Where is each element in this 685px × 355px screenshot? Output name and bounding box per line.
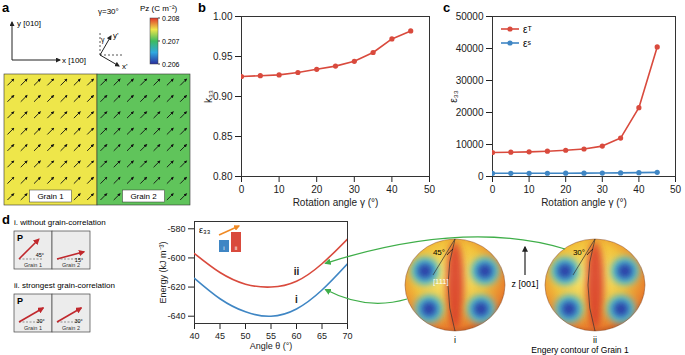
svg-text:Grain 1: Grain 1 <box>37 192 64 201</box>
svg-text:55: 55 <box>266 331 276 341</box>
svg-text:1.00: 1.00 <box>213 11 233 22</box>
html-text:b: b <box>198 0 206 15</box>
svg-text:ii: ii <box>294 266 300 277</box>
html-text:d: d <box>2 212 10 227</box>
svg-text:30°: 30° <box>36 318 44 324</box>
html-text:εᵀ: εᵀ <box>523 23 532 35</box>
svg-text:60: 60 <box>291 331 301 341</box>
svg-text:50: 50 <box>424 184 436 195</box>
svg-text:Grain 2: Grain 2 <box>62 325 80 331</box>
svg-text:10: 10 <box>524 184 536 195</box>
svg-text:-580: -580 <box>167 224 185 234</box>
svg-text:ii. strongest grain-correlatio: ii. strongest grain-correlation <box>14 281 115 290</box>
svg-text:[111]: [111] <box>433 277 449 286</box>
html-text:c: c <box>443 0 451 15</box>
svg-text:-620: -620 <box>167 282 185 292</box>
svg-text:γ=30°: γ=30° <box>98 7 119 16</box>
svg-text:P: P <box>17 233 23 243</box>
svg-text:0: 0 <box>478 171 484 182</box>
svg-text:x [100]: x [100] <box>62 56 86 65</box>
svg-text:45: 45 <box>215 331 225 341</box>
svg-text:0.80: 0.80 <box>213 171 233 182</box>
svg-text:P: P <box>17 296 23 306</box>
svg-text:Engery contour of Grain 1: Engery contour of Grain 1 <box>531 345 629 355</box>
html-text:a: a <box>2 0 10 15</box>
svg-text:Grain 1: Grain 1 <box>24 262 42 268</box>
svg-text:-600: -600 <box>167 253 185 263</box>
svg-text:0: 0 <box>490 184 496 195</box>
svg-text:Grain 2: Grain 2 <box>62 262 80 268</box>
svg-text:20: 20 <box>311 184 323 195</box>
svg-text:ii: ii <box>593 335 597 345</box>
svg-text:y [010]: y [010] <box>17 19 41 28</box>
svg-text:-640: -640 <box>167 311 185 321</box>
svg-text:y': y' <box>113 31 119 40</box>
svg-text:Pz (C m⁻²): Pz (C m⁻²) <box>140 4 178 13</box>
svg-text:0.207: 0.207 <box>162 38 180 45</box>
svg-text:0.208: 0.208 <box>162 15 180 22</box>
svg-text:40: 40 <box>633 184 645 195</box>
svg-text:40: 40 <box>386 184 398 195</box>
svg-text:i. without grain-correlation: i. without grain-correlation <box>14 218 106 227</box>
svg-text:50000: 50000 <box>456 11 484 22</box>
svg-text:ε₃₃: ε₃₃ <box>448 90 459 103</box>
svg-text:Grain 1: Grain 1 <box>24 325 42 331</box>
svg-text:Angle θ (°): Angle θ (°) <box>250 341 293 351</box>
svg-text:65: 65 <box>317 331 327 341</box>
svg-text:40: 40 <box>189 331 199 341</box>
svg-text:ii: ii <box>235 245 238 251</box>
svg-text:30°: 30° <box>573 248 585 257</box>
svg-text:γ: γ <box>101 36 105 44</box>
svg-text:i: i <box>295 294 298 305</box>
svg-text:i: i <box>454 335 456 345</box>
svg-text:10000: 10000 <box>456 139 484 150</box>
svg-text:Grain 2: Grain 2 <box>130 192 157 201</box>
svg-text:30000: 30000 <box>456 75 484 86</box>
svg-text:Rotation angle γ (°): Rotation angle γ (°) <box>541 197 627 208</box>
svg-text:k₃₃: k₃₃ <box>203 90 214 103</box>
svg-text:z [001]: z [001] <box>511 279 538 289</box>
svg-text:15°: 15° <box>75 257 83 263</box>
svg-text:30°: 30° <box>74 318 82 324</box>
svg-text:i: i <box>223 245 224 251</box>
svg-text:10: 10 <box>274 184 286 195</box>
svg-text:ε₃₃: ε₃₃ <box>199 225 211 235</box>
svg-text:45°: 45° <box>36 252 44 258</box>
svg-text:30: 30 <box>597 184 609 195</box>
html-text:εˢ: εˢ <box>523 37 531 49</box>
svg-text:50: 50 <box>240 331 250 341</box>
svg-text:0.85: 0.85 <box>213 131 233 142</box>
svg-text:20000: 20000 <box>456 107 484 118</box>
svg-text:30: 30 <box>349 184 361 195</box>
svg-text:0.90: 0.90 <box>213 91 233 102</box>
svg-text:50: 50 <box>670 184 682 195</box>
svg-text:70: 70 <box>342 331 352 341</box>
svg-text:40000: 40000 <box>456 43 484 54</box>
svg-text:0.206: 0.206 <box>162 61 180 68</box>
svg-text:0.95: 0.95 <box>213 51 233 62</box>
svg-text:Rotation angle γ (°): Rotation angle γ (°) <box>293 197 379 208</box>
svg-text:45°: 45° <box>433 248 445 257</box>
svg-text:20: 20 <box>560 184 572 195</box>
svg-text:Energy (kJ m⁻³): Energy (kJ m⁻³) <box>158 241 168 303</box>
svg-text:0: 0 <box>239 184 245 195</box>
svg-text:x': x' <box>122 62 128 71</box>
